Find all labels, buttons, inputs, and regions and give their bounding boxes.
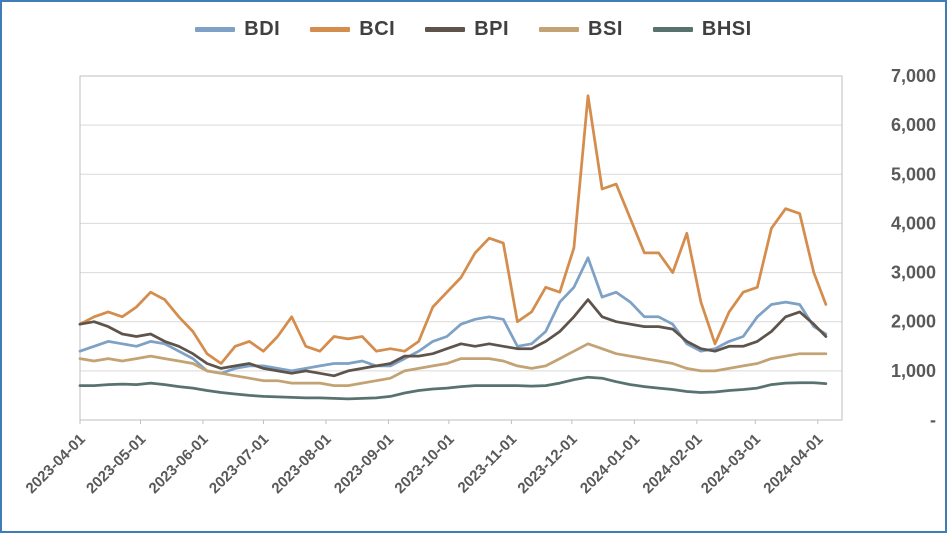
legend-label-bpi: BPI xyxy=(474,18,510,40)
series-line-bci xyxy=(78,94,828,365)
legend-item-bdi: BDI xyxy=(195,18,280,41)
y-axis-tick-label: 2,000 xyxy=(891,312,936,332)
legend-item-bci: BCI xyxy=(310,18,395,41)
y-axis-tick-label: 4,000 xyxy=(891,213,936,233)
x-axis-tick-label: 2023-04-01 xyxy=(23,431,89,497)
legend-swatch-bsi xyxy=(539,27,580,32)
x-axis-tick-label: 2023-09-01 xyxy=(331,431,397,497)
legend-label-bsi: BSI xyxy=(588,18,623,40)
x-axis-tick-label: 2023-12-01 xyxy=(514,431,580,497)
y-axis-tick-label: - xyxy=(930,410,936,430)
x-axis-tick-label: 2023-05-01 xyxy=(83,431,149,497)
series-line-bdi xyxy=(78,256,828,375)
plot-area-border xyxy=(79,75,843,421)
x-axis-tick-label: 2023-11-01 xyxy=(455,431,521,497)
y-axis-tick-label: 6,000 xyxy=(891,115,936,135)
legend-label-bci: BCI xyxy=(359,18,396,40)
legend-swatch-bhsi xyxy=(652,27,693,32)
x-axis-tick-label: 2023-07-01 xyxy=(206,431,272,497)
legend-label-bdi: BDI xyxy=(244,18,281,40)
x-axis-tick-label: 2024-04-01 xyxy=(760,431,826,497)
x-axis-tick-label: 2023-10-01 xyxy=(391,431,457,497)
series-line-bpi xyxy=(78,298,828,378)
x-axis-tick-label: 2024-02-01 xyxy=(639,431,705,497)
legend-label-bhsi: BHSI xyxy=(701,18,752,40)
legend-item-bsi: BSI xyxy=(539,18,623,41)
chart-legend: BDI BCI BPI BSI BHSI xyxy=(2,18,945,41)
legend-item-bpi: BPI xyxy=(425,18,509,41)
x-axis-tick-label: 2023-08-01 xyxy=(268,431,334,497)
y-axis-tick-label: 1,000 xyxy=(891,361,936,381)
series-line-bhsi xyxy=(78,375,828,401)
legend-swatch-bdi xyxy=(195,27,236,32)
x-axis-tick-label: 2023-06-01 xyxy=(146,431,212,497)
legend-swatch-bpi xyxy=(425,27,466,32)
x-axis-tick-label: 2024-01-01 xyxy=(577,431,643,497)
y-axis-tick-label: 5,000 xyxy=(891,164,936,184)
series-line-bsi xyxy=(78,342,828,387)
legend-swatch-bci xyxy=(310,27,351,32)
x-axis-tick-label: 2024-03-01 xyxy=(698,431,764,497)
y-axis-tick-label: 3,000 xyxy=(891,263,936,283)
y-axis-tick-label: 7,000 xyxy=(891,66,936,86)
legend-item-bhsi: BHSI xyxy=(652,18,752,41)
